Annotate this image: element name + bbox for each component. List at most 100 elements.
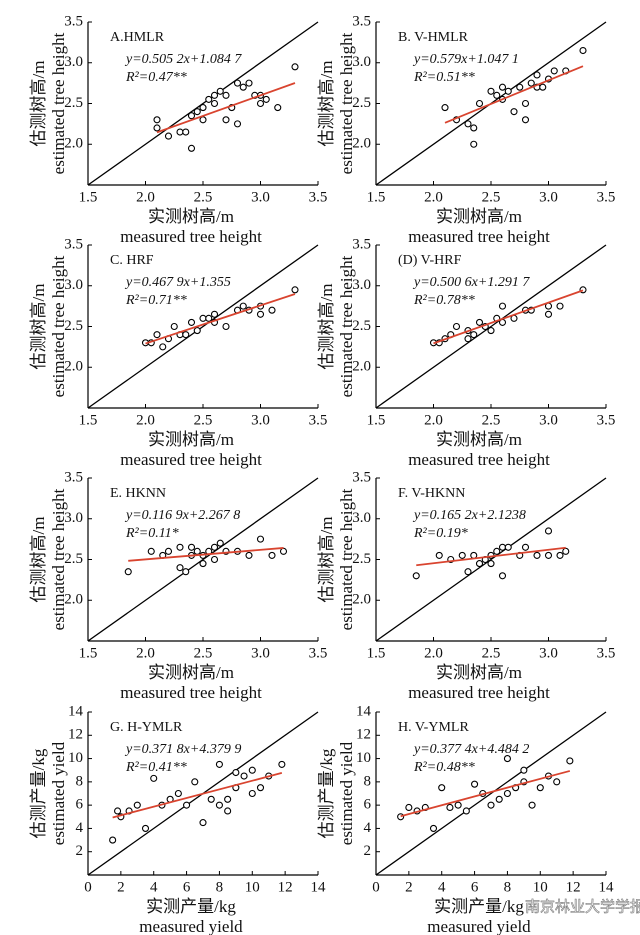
one-to-one-line xyxy=(375,711,607,876)
data-point xyxy=(454,801,462,809)
data-point xyxy=(216,87,224,95)
x-axis-label: 实测产量/kg xyxy=(434,897,524,916)
data-point xyxy=(199,819,207,827)
data-point xyxy=(199,116,207,124)
data-point xyxy=(199,104,207,112)
data-point xyxy=(504,543,512,551)
y-axis-label: estimated yield xyxy=(337,741,356,845)
data-point xyxy=(141,824,150,832)
y-tick-label: 2 xyxy=(76,843,84,859)
data-point xyxy=(256,310,265,318)
y-tick-label: 2.0 xyxy=(352,592,371,608)
data-point xyxy=(159,343,167,351)
y-tick-label: 4 xyxy=(76,820,84,836)
regression-line xyxy=(433,289,584,345)
regression-line xyxy=(416,546,566,567)
data-point xyxy=(240,772,248,780)
x-tick-label: 14 xyxy=(311,879,327,895)
data-point xyxy=(556,551,564,559)
data-point xyxy=(210,91,219,99)
equation: y=0.467 9x+1.355 xyxy=(124,275,231,290)
equation: y=0.371 8x+4.379 9 xyxy=(124,742,241,757)
data-point xyxy=(429,824,438,832)
data-point xyxy=(521,543,530,551)
data-point xyxy=(193,108,201,116)
y-axis-label: 估测产量/kg xyxy=(317,748,336,838)
data-point xyxy=(182,568,190,576)
x-tick-label: 3.0 xyxy=(539,645,558,661)
one-to-one-line xyxy=(87,477,319,642)
data-point xyxy=(222,91,230,99)
x-tick-label: 12 xyxy=(278,879,293,895)
y-tick-label: 3.5 xyxy=(352,469,371,485)
x-tick-label: 2.5 xyxy=(194,189,213,205)
data-point xyxy=(147,547,155,555)
y-axis-label: 估测树高/m xyxy=(29,61,48,147)
equation: y=0.116 9x+2.267 8 xyxy=(124,508,240,523)
panel-title: B. V-HMLR xyxy=(398,30,469,45)
data-point xyxy=(458,551,466,559)
data-point xyxy=(452,322,461,331)
y-axis-label: 估测树高/m xyxy=(317,61,336,147)
data-point xyxy=(232,768,240,777)
y-tick-label: 3.5 xyxy=(64,13,83,29)
x-tick-label: 3.0 xyxy=(251,189,270,205)
data-point xyxy=(521,99,530,108)
data-point xyxy=(245,79,253,87)
data-point xyxy=(495,795,503,803)
data-point xyxy=(566,757,574,765)
y-axis-label: estimated tree height xyxy=(49,32,68,174)
data-point xyxy=(510,108,518,116)
data-point xyxy=(562,547,570,555)
x-tick-label: 12 xyxy=(566,879,581,895)
data-point xyxy=(248,789,256,798)
y-tick-label: 2.0 xyxy=(352,359,371,375)
x-tick-label: 6 xyxy=(183,879,191,895)
data-point xyxy=(222,322,230,331)
x-tick-label: 8 xyxy=(216,879,224,895)
data-point xyxy=(556,302,564,310)
data-point xyxy=(205,314,213,322)
x-axis-label: measured tree height xyxy=(408,450,550,469)
data-point xyxy=(239,83,247,91)
y-tick-label: 3.0 xyxy=(352,54,371,70)
y-tick-label: 2.5 xyxy=(64,95,83,111)
x-axis-label: 实测树高/m xyxy=(436,207,522,226)
data-point xyxy=(291,63,299,71)
x-tick-label: 0 xyxy=(84,879,92,895)
data-point xyxy=(521,116,530,124)
regression-line xyxy=(444,65,584,124)
x-axis-label: 实测树高/m xyxy=(148,207,234,226)
data-point xyxy=(470,140,478,148)
data-point xyxy=(170,322,178,331)
y-tick-label: 3.0 xyxy=(352,510,371,526)
x-tick-label: 2.0 xyxy=(424,645,443,661)
data-point xyxy=(487,87,495,95)
panel-title: A.HMLR xyxy=(110,30,165,45)
data-point xyxy=(503,789,511,798)
y-tick-label: 3.0 xyxy=(64,54,83,70)
data-point xyxy=(470,331,478,339)
y-axis-label: estimated tree height xyxy=(49,255,68,397)
data-point xyxy=(498,83,507,91)
data-point xyxy=(210,543,219,551)
data-point xyxy=(278,760,286,768)
x-tick-label: 3.0 xyxy=(539,189,558,205)
y-axis-label: estimated tree height xyxy=(49,488,68,630)
data-point xyxy=(397,813,405,821)
r-squared: R²=0.51** xyxy=(413,70,475,85)
y-tick-label: 3.0 xyxy=(64,510,83,526)
data-point xyxy=(207,795,215,803)
y-tick-label: 12 xyxy=(68,727,83,743)
data-point xyxy=(176,543,184,551)
data-point xyxy=(182,128,190,136)
data-point xyxy=(109,836,117,844)
data-point xyxy=(438,784,446,792)
panel-title: C. HRF xyxy=(110,253,154,268)
equation: y=0.505 2x+1.084 7 xyxy=(124,52,242,67)
data-point xyxy=(520,766,528,774)
equation: y=0.377 4x+4.484 2 xyxy=(412,742,529,757)
data-point xyxy=(233,79,242,87)
